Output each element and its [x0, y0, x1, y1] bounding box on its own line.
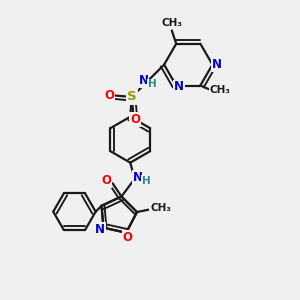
- Text: CH₃: CH₃: [210, 85, 231, 95]
- Text: CH₃: CH₃: [161, 18, 182, 28]
- Text: CH₃: CH₃: [150, 202, 171, 213]
- Text: O: O: [101, 174, 111, 187]
- Text: H: H: [148, 79, 156, 89]
- Text: O: O: [104, 89, 114, 102]
- Text: S: S: [127, 91, 136, 103]
- Text: N: N: [212, 58, 222, 71]
- Text: H: H: [142, 176, 150, 186]
- Text: N: N: [133, 171, 143, 184]
- Text: N: N: [95, 223, 105, 236]
- Text: O: O: [130, 113, 140, 126]
- Text: N: N: [174, 80, 184, 94]
- Text: N: N: [139, 74, 148, 87]
- Text: O: O: [123, 231, 133, 244]
